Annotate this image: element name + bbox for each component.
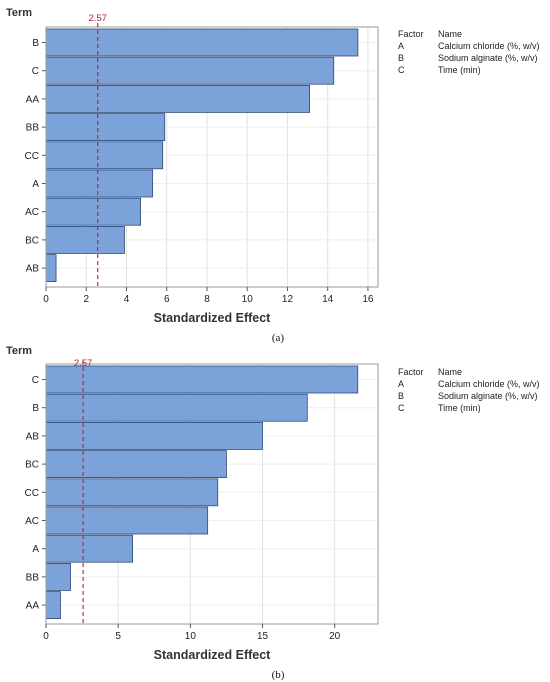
figure-caption: (a) (272, 332, 285, 344)
x-tick-label: 4 (124, 294, 130, 305)
x-tick-label: 10 (242, 294, 254, 305)
legend-factor: A (398, 41, 404, 51)
reference-line-label: 2.57 (74, 358, 93, 369)
category-label: A (32, 544, 39, 555)
category-label: AB (26, 431, 40, 442)
category-label: CC (25, 151, 39, 162)
x-tick-label: 0 (43, 631, 49, 642)
factor-legend: Factor Name A Calcium chloride (%, w/v) B Sod… (398, 29, 540, 75)
legend-factor: B (398, 391, 404, 401)
bar-A (45, 169, 154, 198)
bar-C (45, 365, 359, 394)
bar-C (45, 56, 335, 85)
plot-frame (45, 26, 379, 288)
legend-factor: C (398, 65, 405, 75)
x-tick-label: 15 (257, 631, 269, 642)
reference-line-label: 2.57 (88, 13, 107, 24)
bar-AB (45, 254, 57, 283)
legend-factor-name: Sodium alginate (%, w/v) (438, 391, 538, 401)
x-tick-label: 8 (204, 294, 210, 305)
figure-caption: (b) (272, 669, 285, 681)
category-label: BB (26, 123, 40, 134)
category-label: B (32, 38, 39, 49)
bar-AB (45, 421, 263, 450)
y-axis-title: Term (6, 345, 32, 357)
bar-BB (45, 563, 71, 591)
category-label: CC (25, 488, 39, 499)
x-tick-label: 20 (329, 631, 341, 642)
bar-CC (45, 478, 219, 507)
x-tick-label: 6 (164, 294, 170, 305)
bar-BC (45, 450, 227, 479)
x-axis-title: Standardized Effect (154, 311, 272, 325)
bar-BB (45, 113, 166, 141)
bar-A (45, 534, 134, 563)
legend-factor-name: Calcium chloride (%, w/v) (438, 41, 540, 51)
legend-factor: C (398, 403, 405, 413)
bar-B (45, 28, 359, 57)
category-label: A (32, 179, 39, 190)
category-label: AC (25, 516, 39, 527)
bar-B (45, 393, 308, 422)
legend-header-name: Name (438, 29, 462, 39)
x-tick-label: 0 (43, 294, 49, 305)
x-tick-label: 2 (83, 294, 89, 305)
category-label: C (32, 66, 39, 77)
x-tick-label: 10 (185, 631, 197, 642)
legend-header-factor: Factor (398, 29, 424, 39)
bar-AC (45, 506, 209, 535)
category-label: B (32, 403, 39, 414)
legend-factor: B (398, 53, 404, 63)
category-label: AA (26, 601, 40, 612)
legend-factor-name: Sodium alginate (%, w/v) (438, 53, 538, 63)
legend-header-name: Name (438, 367, 462, 377)
x-tick-label: 16 (362, 294, 374, 305)
bar-AA (45, 591, 61, 619)
x-tick-label: 12 (282, 294, 294, 305)
legend-factor: A (398, 379, 404, 389)
category-label: AC (25, 207, 39, 218)
legend-header-factor: Factor (398, 367, 424, 377)
factor-legend: Factor Name A Calcium chloride (%, w/v) B Sod… (398, 367, 540, 413)
category-label: BB (26, 572, 40, 583)
y-axis-title: Term (6, 7, 32, 19)
category-label: BC (25, 460, 39, 471)
bar-BC (45, 225, 125, 254)
bar-AC (45, 197, 141, 226)
category-label: C (32, 375, 39, 386)
chart-b: C B AB BC CC AC A BB AA 0 5 10 15 20 2.57 Term Standardi… (6, 345, 379, 681)
legends: Factor Name A Calcium chloride (%, w/v) B Sod… (398, 29, 540, 413)
bar-AA (45, 85, 310, 113)
x-tick-label: 14 (322, 294, 334, 305)
legend-factor-name: Calcium chloride (%, w/v) (438, 379, 540, 389)
x-axis-title: Standardized Effect (154, 648, 272, 662)
category-label: AA (26, 94, 40, 105)
category-label: BC (25, 235, 39, 246)
category-label: AB (26, 264, 40, 275)
legend-factor-name: Time (min) (438, 65, 481, 75)
bar-CC (45, 141, 164, 170)
plot-frame (45, 363, 379, 625)
x-tick-label: 5 (115, 631, 121, 642)
legend-factor-name: Time (min) (438, 403, 481, 413)
